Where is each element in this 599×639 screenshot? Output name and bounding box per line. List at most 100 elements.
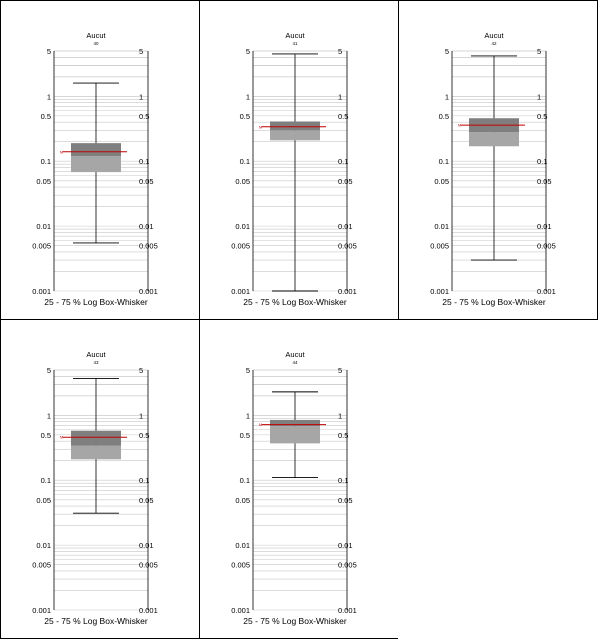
right-tick-label: 0.005 <box>537 242 556 251</box>
right-tick-label: 0.1 <box>537 157 547 166</box>
chart-subtitle: 41 <box>292 41 298 46</box>
box-lower-half <box>469 132 519 147</box>
chart-subtitle: 42 <box>491 41 497 46</box>
left-tick-label: 0.01 <box>36 541 51 550</box>
left-tick-label: 1 <box>246 92 250 101</box>
left-tick-label: 1 <box>47 92 51 101</box>
left-tick-label: 0.1 <box>41 157 51 166</box>
right-tick-label: 0.005 <box>338 242 357 251</box>
left-tick-label: 0.5 <box>240 112 250 121</box>
left-tick-label: 5 <box>47 47 51 56</box>
left-tick-label: 0.01 <box>36 222 51 231</box>
box-upper-half <box>270 419 320 427</box>
left-tick-label: 0.1 <box>240 157 250 166</box>
left-tick-label: 0.01 <box>434 222 449 231</box>
right-tick-label: 0.05 <box>537 177 552 186</box>
left-tick-label: 0.005 <box>32 242 51 251</box>
box-upper-half <box>71 430 121 446</box>
box-lower-half <box>270 426 320 444</box>
empty-panel <box>398 319 598 639</box>
chart-title: Aucut <box>285 350 305 359</box>
chart-title: Aucut <box>86 31 106 40</box>
box-upper-half <box>71 143 121 157</box>
left-tick-label: 0.001 <box>231 606 250 615</box>
left-tick-label: 0.005 <box>430 242 449 251</box>
left-tick-label: 0.05 <box>235 177 250 186</box>
mean-label: M <box>60 435 63 440</box>
right-tick-label: 0.001 <box>537 287 556 296</box>
right-tick-label: 0.001 <box>338 606 357 615</box>
right-tick-label: 0.5 <box>338 112 348 121</box>
box-lower-half <box>270 130 320 141</box>
left-tick-label: 0.1 <box>240 476 250 485</box>
left-tick-label: 5 <box>445 47 449 56</box>
left-tick-label: 0.5 <box>41 112 51 121</box>
left-tick-label: 0.005 <box>32 561 51 570</box>
left-tick-label: 0.001 <box>32 287 51 296</box>
right-tick-label: 0.01 <box>338 541 353 550</box>
left-tick-label: 1 <box>445 92 449 101</box>
right-tick-label: 0.05 <box>139 177 154 186</box>
boxplot-panel: Aucut 41 5 5 1 1 0.5 0.5 0.1 0.1 0.05 0.05 0.01 0.01 0… <box>199 0 399 320</box>
right-tick-label: 1 <box>139 92 143 101</box>
right-tick-label: 0.05 <box>338 177 353 186</box>
right-tick-label: 5 <box>537 47 541 56</box>
right-tick-label: 5 <box>139 366 143 375</box>
left-tick-label: 0.001 <box>430 287 449 296</box>
right-tick-label: 1 <box>338 411 342 420</box>
right-tick-label: 0.001 <box>139 287 158 296</box>
boxplot-panel: Aucut 42 5 5 1 1 0.5 0.5 0.1 0.1 0.05 0.05 0.01 0.01 0… <box>398 0 598 320</box>
left-tick-label: 0.5 <box>41 431 51 440</box>
right-tick-label: 0.05 <box>338 496 353 505</box>
right-tick-label: 5 <box>338 366 342 375</box>
right-tick-label: 0.1 <box>139 157 149 166</box>
boxplot-panel: Aucut 43 5 5 1 1 0.5 0.5 0.1 0.1 0.05 0.05 0.01 0.01 0… <box>0 319 200 639</box>
left-tick-label: 5 <box>246 47 250 56</box>
right-tick-label: 0.5 <box>139 112 149 121</box>
right-tick-label: 0.01 <box>139 222 154 231</box>
left-tick-label: 1 <box>47 411 51 420</box>
chart-title: Aucut <box>86 350 106 359</box>
chart-subtitle: 40 <box>93 41 99 46</box>
right-tick-label: 5 <box>338 47 342 56</box>
x-axis-label: 25 - 75 % Log Box-Whisker <box>442 297 546 307</box>
left-tick-label: 0.5 <box>439 112 449 121</box>
box-lower-half <box>71 156 121 173</box>
left-tick-label: 0.1 <box>439 157 449 166</box>
right-tick-label: 5 <box>139 47 143 56</box>
right-tick-label: 1 <box>338 92 342 101</box>
boxplot-panel: Aucut 40 5 5 1 1 0.5 0.5 0.1 0.1 0.05 0.05 0.01 0.01 0… <box>0 0 200 320</box>
left-tick-label: 0.05 <box>36 496 51 505</box>
chart-subtitle: 44 <box>292 360 298 365</box>
left-tick-label: 1 <box>246 411 250 420</box>
chart-title: Aucut <box>484 31 504 40</box>
right-tick-label: 0.005 <box>139 561 158 570</box>
right-tick-label: 0.01 <box>139 541 154 550</box>
left-tick-label: 5 <box>47 366 51 375</box>
x-axis-label: 25 - 75 % Log Box-Whisker <box>44 297 148 307</box>
left-tick-label: 0.05 <box>36 177 51 186</box>
left-tick-label: 0.05 <box>434 177 449 186</box>
right-tick-label: 0.1 <box>338 157 348 166</box>
boxplot-panel: Aucut 44 5 5 1 1 0.5 0.5 0.1 0.1 0.05 0.05 0.01 0.01 0… <box>199 319 399 639</box>
left-tick-label: 0.001 <box>231 287 250 296</box>
right-tick-label: 0.001 <box>338 287 357 296</box>
right-tick-label: 0.005 <box>338 561 357 570</box>
left-tick-label: 0.01 <box>235 541 250 550</box>
left-tick-label: 0.05 <box>235 496 250 505</box>
right-tick-label: 0.5 <box>537 112 547 121</box>
left-tick-label: 0.005 <box>231 561 250 570</box>
right-tick-label: 0.1 <box>338 476 348 485</box>
x-axis-label: 25 - 75 % Log Box-Whisker <box>243 297 347 307</box>
right-tick-label: 1 <box>139 411 143 420</box>
left-tick-label: 0.1 <box>41 476 51 485</box>
left-tick-label: 0.005 <box>231 242 250 251</box>
chart-title: Aucut <box>285 31 305 40</box>
x-axis-label: 25 - 75 % Log Box-Whisker <box>243 616 347 626</box>
right-tick-label: 0.01 <box>537 222 552 231</box>
